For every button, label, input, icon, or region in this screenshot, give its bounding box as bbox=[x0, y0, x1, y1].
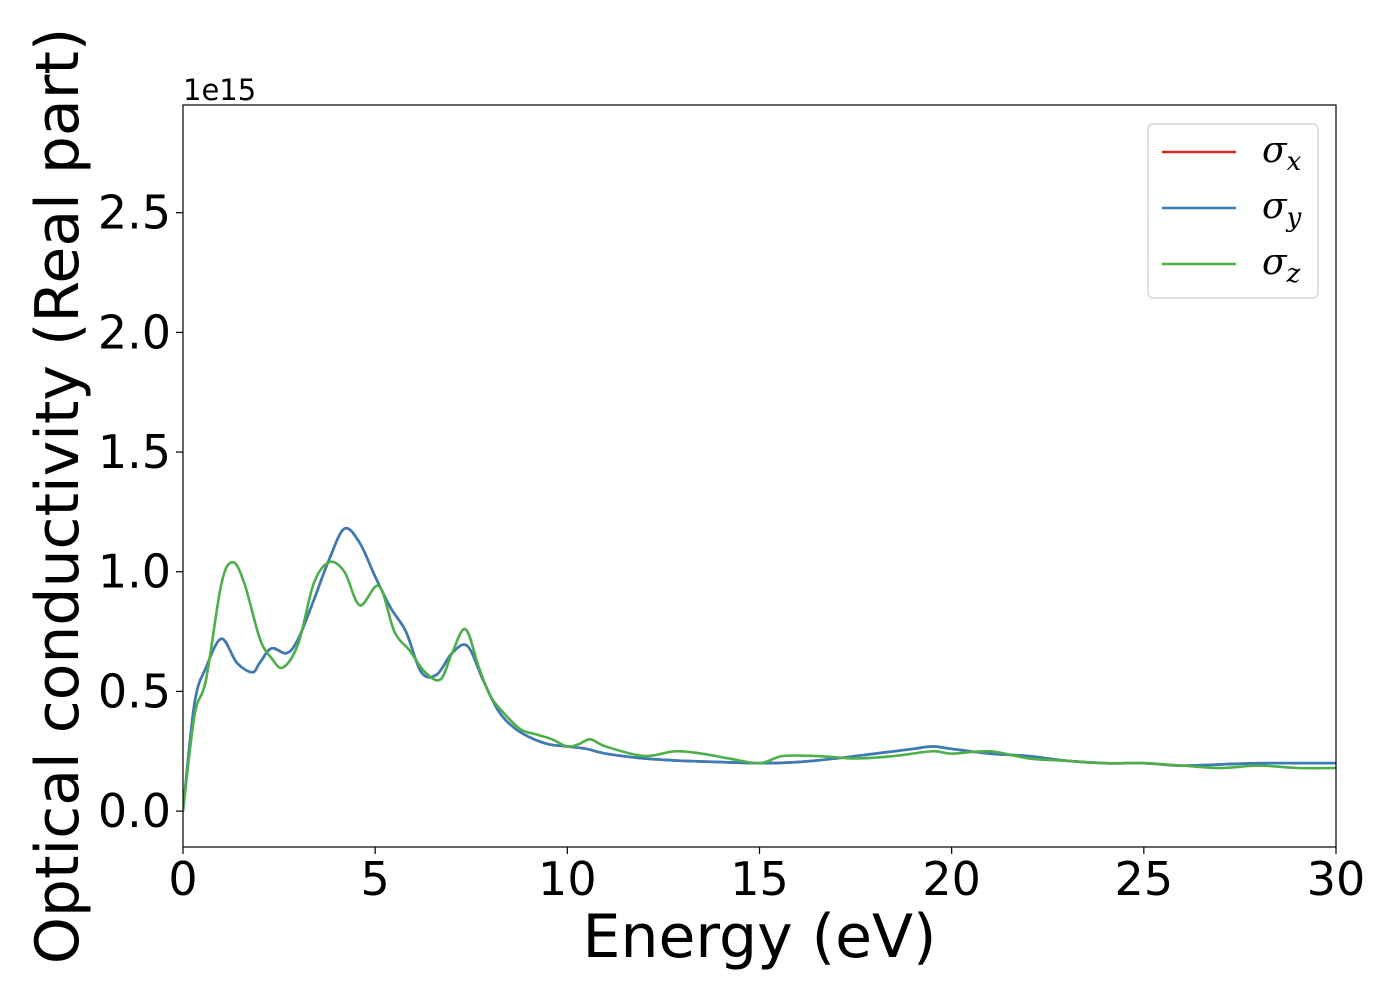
legend-label-y: σy bbox=[1262, 186, 1302, 233]
x-axis-label: Energy (eV) bbox=[583, 902, 937, 972]
legend: σx σy σz bbox=[1147, 123, 1319, 299]
series-line-z bbox=[183, 560, 1336, 812]
legend-label-x: σx bbox=[1262, 130, 1302, 177]
y-tick-label: 1.0 bbox=[98, 545, 171, 599]
plot-lines bbox=[183, 526, 1336, 812]
x-tick-label: 5 bbox=[361, 852, 390, 906]
y-tick-label: 0.5 bbox=[98, 664, 171, 718]
legend-label-z: σz bbox=[1262, 242, 1301, 289]
y-tick-label: 0.0 bbox=[98, 784, 171, 838]
x-tick-label: 20 bbox=[922, 852, 981, 906]
x-tick-label: 10 bbox=[538, 852, 597, 906]
x-tick-label: 25 bbox=[1115, 852, 1174, 906]
series-line-y bbox=[183, 526, 1336, 812]
y-offset-label: 1e15 bbox=[183, 73, 256, 107]
y-tick-label: 1.5 bbox=[98, 425, 171, 479]
x-tick-label: 30 bbox=[1307, 852, 1366, 906]
legend-box bbox=[1147, 123, 1319, 299]
x-axis: 0 5 10 15 20 25 30 bbox=[168, 847, 1365, 906]
y-tick-label: 2.5 bbox=[98, 186, 171, 240]
x-tick-label: 0 bbox=[168, 852, 197, 906]
y-axis-label: Optical conductivity (Real part) bbox=[23, 28, 93, 965]
y-axis: 0.0 0.5 1.0 1.5 2.0 2.5 bbox=[98, 186, 183, 838]
y-tick-label: 2.0 bbox=[98, 305, 171, 359]
x-tick-label: 15 bbox=[730, 852, 789, 906]
